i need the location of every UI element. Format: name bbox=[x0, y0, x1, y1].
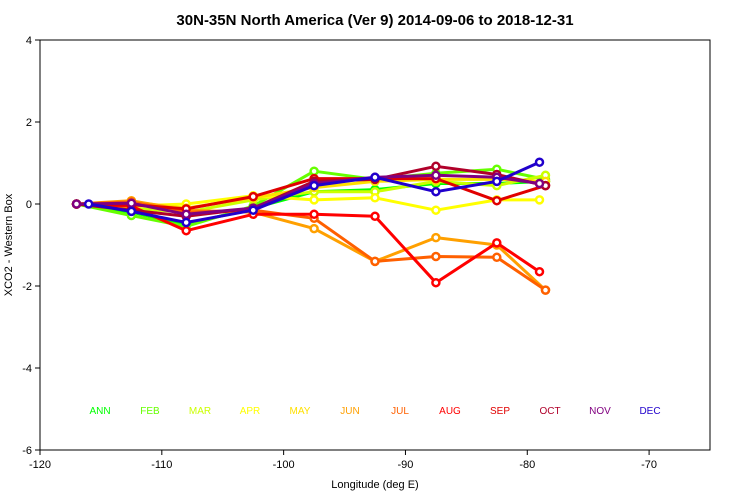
data-point bbox=[431, 161, 441, 172]
data-point bbox=[83, 199, 94, 209]
x-tick-label: -100 bbox=[273, 459, 295, 471]
y-tick-label: -2 bbox=[22, 281, 32, 293]
data-point bbox=[181, 217, 191, 228]
y-tick-label: 4 bbox=[26, 35, 32, 47]
data-point bbox=[309, 209, 319, 220]
y-axis-label: XCO2 - Western Box bbox=[3, 193, 15, 296]
x-axis-label: Longitude (deg E) bbox=[331, 479, 418, 491]
data-point bbox=[534, 157, 545, 167]
data-point bbox=[492, 195, 502, 206]
data-point bbox=[431, 186, 441, 197]
data-point bbox=[540, 285, 551, 295]
legend-label-apr: APR bbox=[240, 406, 261, 417]
data-point bbox=[492, 252, 502, 263]
data-point bbox=[71, 199, 82, 209]
legend-label-mar: MAR bbox=[189, 406, 211, 417]
legend-label-sep: SEP bbox=[490, 406, 510, 417]
legend-label-ann: ANN bbox=[89, 406, 110, 417]
data-point bbox=[431, 232, 441, 243]
chart-title: 30N-35N North America (Ver 9) 2014-09-06… bbox=[176, 12, 573, 29]
legend: ANN FEB MAR APR MAY JUN JUL AUG SEP OCT NOV DEC bbox=[89, 406, 660, 417]
data-point bbox=[492, 176, 502, 187]
data-point bbox=[431, 277, 441, 288]
x-tick-label: -70 bbox=[641, 459, 657, 471]
data-point bbox=[309, 166, 319, 176]
legend-label-nov: NOV bbox=[589, 406, 611, 417]
series-layer bbox=[71, 157, 551, 295]
data-point bbox=[431, 205, 441, 215]
data-point bbox=[370, 172, 380, 183]
legend-label-jul: JUL bbox=[391, 406, 409, 417]
data-point bbox=[370, 211, 380, 222]
data-point bbox=[126, 198, 137, 208]
data-point bbox=[534, 266, 545, 277]
y-tick-label: -6 bbox=[22, 445, 32, 457]
legend-label-aug: AUG bbox=[439, 406, 461, 417]
data-point bbox=[370, 256, 380, 267]
data-point bbox=[309, 223, 319, 234]
data-point bbox=[309, 195, 319, 205]
data-point bbox=[126, 206, 137, 217]
y-tick-label: -4 bbox=[22, 363, 32, 375]
data-point bbox=[370, 193, 380, 203]
data-point bbox=[431, 251, 441, 262]
data-point bbox=[534, 178, 545, 189]
legend-label-jun: JUN bbox=[340, 406, 359, 417]
data-point bbox=[534, 195, 545, 205]
x-tick-label: -120 bbox=[29, 459, 51, 471]
legend-label-may: MAY bbox=[290, 406, 311, 417]
y-tick-label: 2 bbox=[26, 117, 32, 129]
x-axis-ticks: -120 -110 -100 -90 -80 -70 bbox=[29, 450, 657, 471]
data-point bbox=[181, 209, 191, 220]
legend-label-dec: DEC bbox=[639, 406, 660, 417]
y-tick-label: 0 bbox=[26, 199, 32, 211]
legend-label-oct: OCT bbox=[539, 406, 560, 417]
data-point bbox=[492, 238, 502, 248]
x-tick-label: -90 bbox=[398, 459, 414, 471]
legend-label-feb: FEB bbox=[140, 406, 160, 417]
data-point bbox=[181, 225, 191, 236]
plot-frame bbox=[39, 39, 711, 451]
data-point bbox=[431, 170, 441, 181]
data-point bbox=[309, 180, 319, 191]
data-point bbox=[248, 191, 258, 202]
x-tick-label: -80 bbox=[519, 459, 535, 471]
series-dec bbox=[83, 157, 545, 228]
data-point bbox=[248, 205, 258, 215]
x-tick-label: -110 bbox=[151, 459, 172, 471]
y-axis-ticks: -6 -4 -2 0 2 4 bbox=[22, 35, 40, 457]
